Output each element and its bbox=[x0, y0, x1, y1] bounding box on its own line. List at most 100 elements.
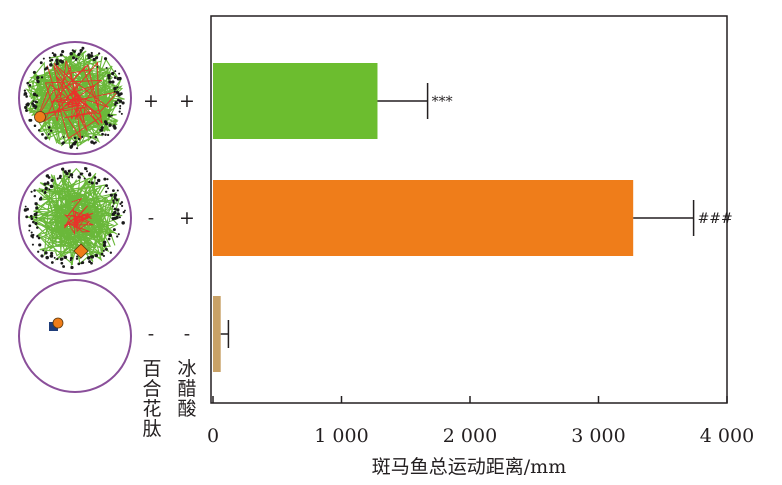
x-tick-label: 1 000 bbox=[314, 425, 368, 447]
plot-frame bbox=[210, 15, 728, 404]
track-point bbox=[69, 145, 73, 149]
track-point bbox=[72, 56, 76, 60]
track-point bbox=[62, 136, 65, 138]
track-point bbox=[77, 262, 81, 266]
track-point bbox=[107, 74, 111, 78]
track-point bbox=[47, 126, 51, 129]
track-point bbox=[41, 189, 44, 192]
track-point bbox=[32, 100, 35, 103]
track-point bbox=[95, 181, 99, 185]
track-point bbox=[32, 220, 35, 224]
track-point bbox=[69, 173, 74, 177]
track-point bbox=[104, 122, 109, 126]
sign-lily-peptide: - bbox=[148, 323, 154, 345]
track-point bbox=[37, 236, 41, 240]
track-point bbox=[60, 60, 65, 64]
track-point bbox=[32, 92, 37, 97]
track-point bbox=[26, 102, 30, 106]
track-point bbox=[32, 70, 36, 74]
x-tick-label: 2 000 bbox=[443, 425, 497, 447]
x-tick-label: 3 000 bbox=[571, 425, 625, 447]
track-point bbox=[63, 255, 68, 260]
track-point bbox=[112, 199, 115, 203]
track-point bbox=[37, 129, 41, 132]
track-point bbox=[102, 254, 106, 258]
track-point bbox=[101, 132, 104, 136]
track-point bbox=[116, 102, 119, 105]
bar bbox=[213, 296, 221, 372]
track-point bbox=[100, 252, 104, 256]
track-point bbox=[113, 196, 117, 200]
track-point bbox=[39, 61, 43, 65]
track-point bbox=[40, 254, 44, 258]
track-point bbox=[84, 166, 88, 171]
track-point bbox=[113, 207, 117, 211]
track-point bbox=[87, 53, 91, 57]
x-axis-label: 斑马鱼总运动距离/mm bbox=[372, 456, 566, 478]
track-point bbox=[111, 80, 115, 84]
track-point bbox=[50, 261, 54, 264]
track-point bbox=[44, 251, 48, 255]
track-point bbox=[34, 202, 38, 206]
track-point bbox=[30, 190, 33, 193]
fish-marker bbox=[73, 243, 89, 259]
track-point bbox=[121, 204, 124, 208]
track-point bbox=[42, 57, 45, 60]
track-point bbox=[50, 178, 54, 182]
track-point bbox=[88, 260, 92, 264]
track-point bbox=[93, 176, 97, 179]
track-point bbox=[89, 255, 92, 258]
track-point bbox=[111, 71, 115, 76]
track-point bbox=[45, 66, 49, 70]
track-point bbox=[112, 228, 116, 232]
track-point bbox=[82, 47, 85, 50]
track-point bbox=[96, 65, 99, 68]
track-point bbox=[80, 49, 84, 52]
track-point bbox=[109, 193, 113, 197]
start-marker bbox=[49, 322, 58, 331]
track-point bbox=[28, 83, 32, 87]
track-point bbox=[48, 56, 51, 59]
track-point bbox=[36, 226, 39, 229]
track-point bbox=[119, 92, 123, 96]
track-point bbox=[119, 104, 122, 108]
track-point bbox=[37, 250, 40, 253]
track-point bbox=[36, 79, 40, 84]
sign-acetic-acid: + bbox=[179, 90, 195, 112]
track-point bbox=[77, 52, 81, 56]
track-point bbox=[23, 94, 26, 96]
track-point bbox=[116, 212, 120, 216]
track-point bbox=[87, 56, 91, 60]
track-point bbox=[58, 176, 62, 179]
track-point bbox=[45, 255, 49, 260]
track-point bbox=[116, 235, 119, 238]
track-point bbox=[102, 249, 105, 252]
track-point bbox=[30, 217, 34, 221]
track-point bbox=[108, 233, 112, 238]
track-point bbox=[107, 237, 111, 241]
track-point bbox=[33, 194, 37, 198]
track-point bbox=[115, 198, 119, 202]
track-point bbox=[90, 255, 95, 259]
bar bbox=[213, 63, 378, 139]
red-track bbox=[37, 60, 120, 140]
track-point bbox=[102, 240, 107, 245]
track-point bbox=[111, 217, 115, 221]
track-point bbox=[30, 231, 33, 234]
track-point bbox=[71, 176, 74, 179]
track-point bbox=[62, 265, 66, 268]
track-point bbox=[56, 257, 59, 261]
track-point bbox=[109, 251, 112, 254]
track-point bbox=[45, 174, 50, 178]
track-point bbox=[53, 256, 56, 259]
track-point bbox=[55, 58, 59, 63]
track-point bbox=[76, 255, 79, 258]
arena-trace-acid-only bbox=[18, 161, 132, 275]
track-point bbox=[102, 243, 107, 248]
track-point bbox=[40, 76, 44, 79]
track-point bbox=[61, 167, 65, 171]
track-point bbox=[43, 182, 47, 186]
track-point bbox=[94, 253, 99, 258]
track-point bbox=[47, 133, 50, 136]
track-point bbox=[34, 100, 38, 104]
